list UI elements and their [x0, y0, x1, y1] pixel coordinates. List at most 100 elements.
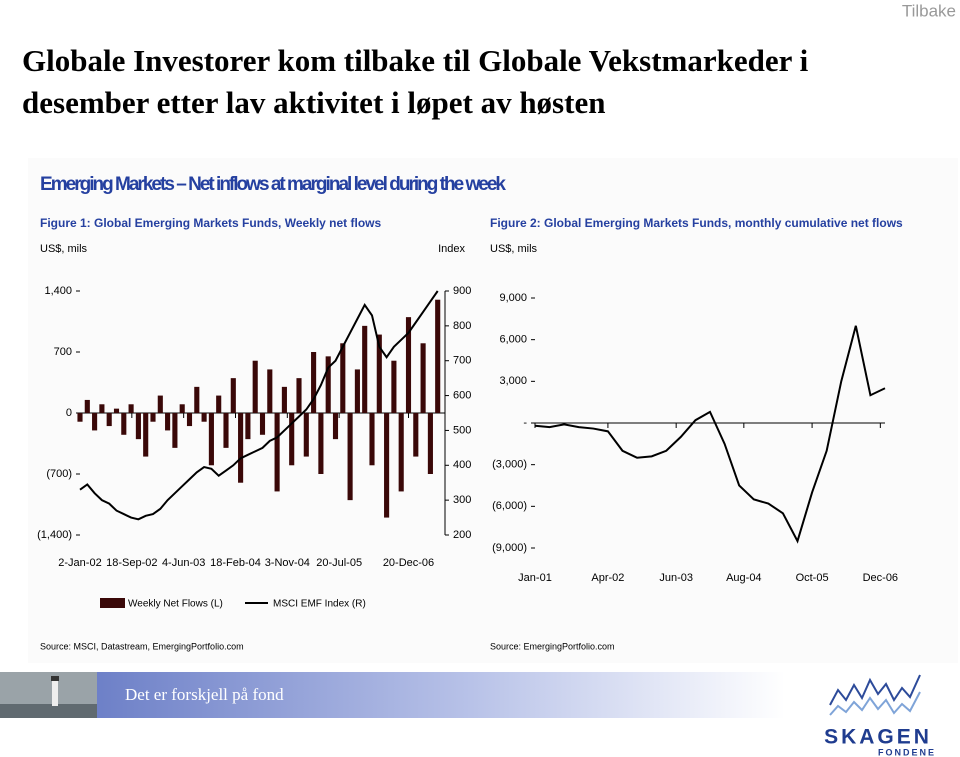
bar: [384, 413, 390, 518]
bar: [281, 386, 287, 413]
bar: [376, 334, 382, 413]
bar: [303, 413, 309, 457]
y2-tick-label: 900: [453, 285, 471, 297]
line: [79, 290, 439, 521]
bar: [135, 413, 141, 440]
legend-label: Weekly Net Flows (L): [128, 599, 223, 610]
bar: [157, 395, 163, 413]
bar: [391, 360, 397, 413]
bar: [216, 395, 222, 413]
legend-label: MSCI EMF Index (R): [273, 599, 366, 610]
bar: [99, 404, 105, 413]
source: Source: EmergingPortfolio.com: [490, 641, 615, 651]
bar: [186, 413, 193, 427]
bar: [296, 378, 302, 413]
slide-title: Globale Investorer kom tilbake til Globa…: [22, 43, 809, 120]
bar: [223, 413, 229, 448]
bar: [435, 299, 441, 413]
y-axis-label: US$, mils: [490, 243, 538, 255]
y-tick-label: (700): [46, 468, 72, 480]
bar: [208, 413, 214, 466]
y-tick-label: (9,000): [492, 542, 527, 554]
y-tick-label: 3,000: [499, 375, 527, 387]
x-tick-label: 2-Jan-02: [58, 557, 101, 569]
y-axis-label: US$, mils: [40, 243, 88, 255]
panel-title: Emerging Markets – Net inflows at margin…: [40, 174, 506, 195]
x-tick-label: 4-Jun-03: [162, 557, 205, 569]
legend-swatch: [100, 598, 125, 608]
bar: [128, 404, 134, 413]
bar: [289, 413, 295, 466]
bar: [238, 413, 244, 483]
y2-tick-label: 700: [453, 355, 471, 367]
bar: [318, 413, 324, 474]
bar: [398, 413, 404, 492]
y2-tick-label: 800: [453, 320, 471, 332]
y-tick-label: 700: [54, 346, 72, 358]
bar: [194, 386, 200, 413]
bar: [354, 369, 360, 413]
y-tick-label: (6,000): [492, 500, 527, 512]
y-tick-label: 1,400: [44, 285, 72, 297]
bar: [369, 413, 375, 466]
figure-title: Figure 2: Global Emerging Markets Funds,…: [490, 216, 903, 230]
x-tick-label: Oct-05: [796, 572, 829, 584]
y2-axis-label: Index: [438, 243, 465, 255]
bar: [405, 317, 412, 413]
bar: [413, 413, 419, 457]
bar: [420, 343, 426, 413]
bar: [267, 369, 273, 413]
y2-tick-label: 500: [453, 424, 471, 436]
x-tick-label: 3-Nov-04: [265, 557, 310, 569]
y-tick-label: 6,000: [499, 334, 527, 346]
bar: [259, 413, 266, 435]
bar: [201, 413, 207, 422]
bar: [77, 413, 83, 422]
bar: [92, 413, 98, 431]
bar: [347, 413, 353, 501]
bar: [84, 399, 90, 413]
lighthouse-image: [0, 672, 97, 718]
bar: [143, 413, 149, 457]
y2-tick-label: 300: [453, 494, 471, 506]
line: [534, 325, 886, 544]
source: Source: MSCI, Datastream, EmergingPortfo…: [40, 641, 244, 651]
bar: [165, 413, 171, 431]
bar: [179, 404, 185, 413]
x-tick-label: Jan-01: [518, 572, 552, 584]
y2-tick-label: 600: [453, 389, 471, 401]
x-tick-label: 18-Feb-04: [210, 557, 261, 569]
bar: [340, 343, 346, 413]
bar: [311, 352, 317, 413]
bar: [427, 413, 433, 474]
y-tick-label: 0: [66, 407, 72, 419]
bar: [230, 378, 236, 413]
bar: [106, 413, 112, 427]
logo: [828, 672, 923, 722]
x-tick-label: 20-Jul-05: [316, 557, 362, 569]
logo-name: SKAGEN: [824, 726, 932, 749]
bar: [172, 413, 178, 448]
bar: [252, 360, 258, 413]
slogan: Det er forskjell på fond: [125, 685, 284, 704]
x-tick-label: Aug-04: [726, 572, 761, 584]
bar: [332, 413, 339, 440]
y2-tick-label: 200: [453, 529, 471, 541]
footer-band: [0, 672, 785, 718]
bar: [362, 325, 368, 413]
bar: [113, 408, 120, 413]
chart-panel: [28, 158, 958, 663]
bar: [274, 413, 280, 492]
figure-title: Figure 1: Global Emerging Markets Funds,…: [40, 216, 382, 230]
y2-tick-label: 400: [453, 459, 471, 471]
x-tick-label: Jun-03: [659, 572, 693, 584]
y-tick-label: (3,000): [492, 459, 527, 471]
back-link[interactable]: Tilbake: [902, 1, 956, 20]
y-tick-label: 9,000: [499, 292, 527, 304]
bar: [325, 356, 331, 413]
bar: [121, 413, 127, 435]
bar: [150, 413, 156, 422]
x-tick-label: Apr-02: [591, 572, 624, 584]
